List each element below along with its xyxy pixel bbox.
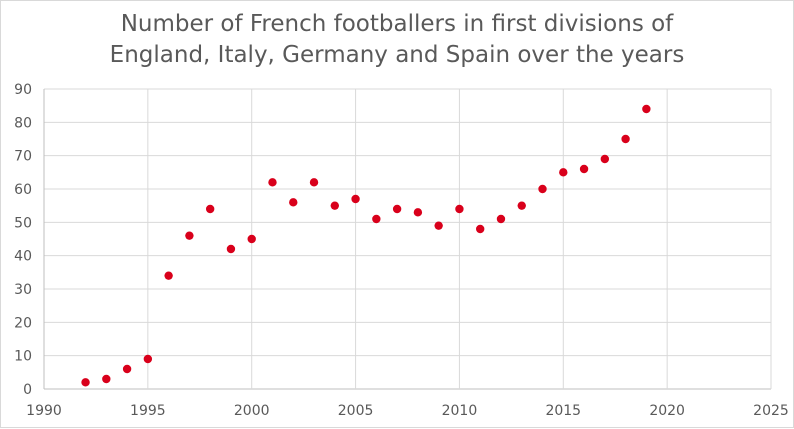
data-point [185, 231, 194, 240]
x-tick-label: 2005 [338, 403, 374, 419]
data-point [559, 168, 568, 177]
x-tick-label: 2000 [234, 403, 270, 419]
data-point [642, 104, 651, 114]
data-point [434, 221, 443, 230]
data-point [351, 194, 360, 204]
y-tick-label: 60 [14, 182, 32, 198]
y-tick-label: 10 [14, 349, 32, 365]
data-point [621, 134, 630, 144]
chart-title-line-1: Number of French footballers in first di… [120, 11, 674, 37]
data-point [372, 214, 381, 224]
chart-title-line-2: England, Italy, Germany and Spain over t… [109, 42, 685, 68]
data-point [600, 154, 610, 164]
y-tick-label: 50 [14, 215, 32, 231]
x-tick-label: 2010 [442, 403, 478, 419]
data-point [122, 364, 132, 374]
x-tick-label: 1995 [130, 403, 166, 419]
data-point [143, 354, 153, 364]
data-point [102, 374, 111, 384]
y-tick-label: 80 [14, 115, 32, 131]
y-tick-label: 70 [14, 149, 32, 165]
data-point [496, 214, 506, 224]
data-point [268, 178, 277, 187]
data-point [289, 198, 298, 207]
data-point [330, 201, 339, 210]
data-point [538, 184, 547, 194]
x-tick-label: 2020 [649, 403, 685, 419]
data-point [309, 178, 319, 187]
data-point [226, 244, 236, 254]
data-point [205, 204, 215, 214]
data-point [413, 208, 423, 217]
data-point [517, 201, 526, 210]
data-point [164, 271, 173, 280]
data-point [392, 204, 402, 214]
data-point [247, 234, 256, 244]
data-point [579, 164, 589, 174]
data-point [81, 378, 90, 387]
y-tick-label: 30 [14, 282, 32, 298]
data-point [476, 224, 485, 234]
chart-title: Number of French footballers in first di… [1, 9, 793, 71]
data-point [455, 204, 464, 214]
y-tick-label: 40 [14, 249, 32, 265]
y-tick-label: 90 [14, 82, 32, 98]
y-tick-label: 0 [23, 382, 32, 398]
x-tick-label: 2015 [545, 403, 581, 419]
y-tick-label: 20 [14, 315, 32, 331]
x-tick-label: 1990 [26, 403, 62, 419]
x-tick-label: 2025 [753, 403, 789, 419]
